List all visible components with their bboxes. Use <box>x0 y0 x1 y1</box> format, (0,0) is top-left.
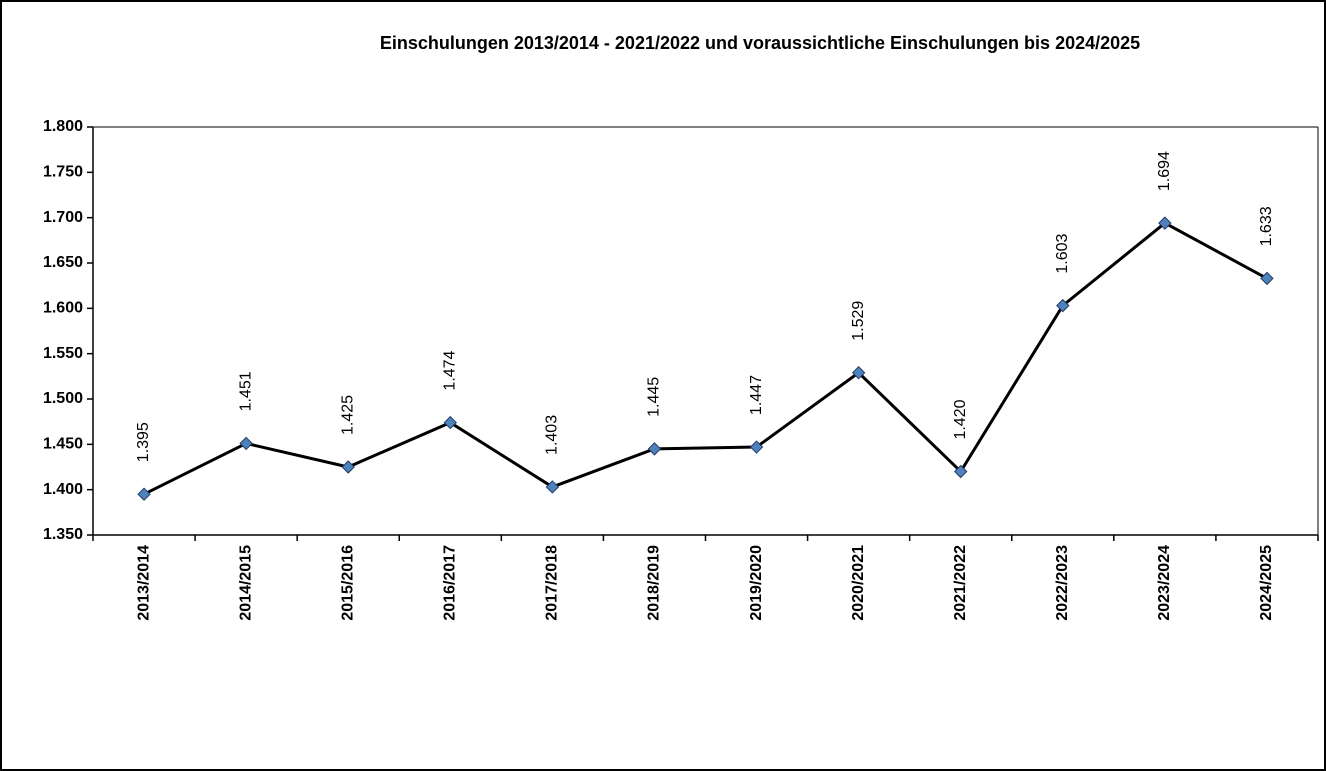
data-point <box>545 480 560 494</box>
data-point <box>1056 298 1070 313</box>
data-point <box>851 365 866 380</box>
data-point <box>239 436 253 451</box>
y-tick-label: 1.550 <box>43 345 83 362</box>
data-point <box>341 460 355 474</box>
data-point <box>749 440 764 454</box>
y-tick-label: 1.650 <box>43 254 83 271</box>
data-label: 1.395 <box>135 422 152 462</box>
x-tick-label: 2023/2024 <box>1156 545 1173 621</box>
data-label: 1.445 <box>646 377 663 417</box>
x-tick-label: 2016/2017 <box>442 545 459 621</box>
data-point <box>137 487 151 501</box>
x-tick-label: 2019/2020 <box>748 545 765 621</box>
x-tick-label: 2017/2018 <box>544 545 561 621</box>
data-label: 1.425 <box>339 395 356 435</box>
y-tick-label: 1.700 <box>43 209 83 226</box>
data-label: 1.603 <box>1054 233 1071 273</box>
data-point <box>954 464 968 479</box>
data-point <box>647 442 662 456</box>
y-tick-label: 1.400 <box>43 481 83 498</box>
x-tick-label: 2018/2019 <box>646 545 663 621</box>
data-label: 1.420 <box>952 399 969 439</box>
data-point <box>443 415 457 430</box>
x-tick-label: 2022/2023 <box>1054 545 1071 621</box>
data-label: 1.447 <box>748 375 765 415</box>
data-line <box>143 221 1268 496</box>
y-tick-label: 1.350 <box>43 526 83 543</box>
y-tick-label: 1.500 <box>43 390 83 407</box>
y-tick-label: 1.450 <box>43 436 83 453</box>
data-point <box>1260 271 1274 286</box>
data-label: 1.529 <box>850 301 867 341</box>
x-tick-label: 2024/2025 <box>1258 545 1275 621</box>
x-tick-label: 2021/2022 <box>952 545 969 621</box>
x-tick-label: 2013/2014 <box>135 545 152 621</box>
chart-title: Einschulungen 2013/2014 - 2021/2022 und … <box>379 33 1141 53</box>
x-tick-label: 2014/2015 <box>237 545 254 621</box>
x-tick-label: 2015/2016 <box>339 545 356 621</box>
y-tick-label: 1.800 <box>43 118 83 135</box>
data-label: 1.694 <box>1156 151 1173 191</box>
data-label: 1.403 <box>544 415 561 455</box>
y-tick-label: 1.600 <box>43 300 83 317</box>
data-label: 1.451 <box>237 371 254 411</box>
data-point <box>1158 216 1172 230</box>
data-label: 1.633 <box>1258 206 1275 246</box>
y-tick-label: 1.750 <box>43 164 83 181</box>
x-tick-label: 2020/2021 <box>850 545 867 621</box>
data-label: 1.474 <box>442 350 459 390</box>
